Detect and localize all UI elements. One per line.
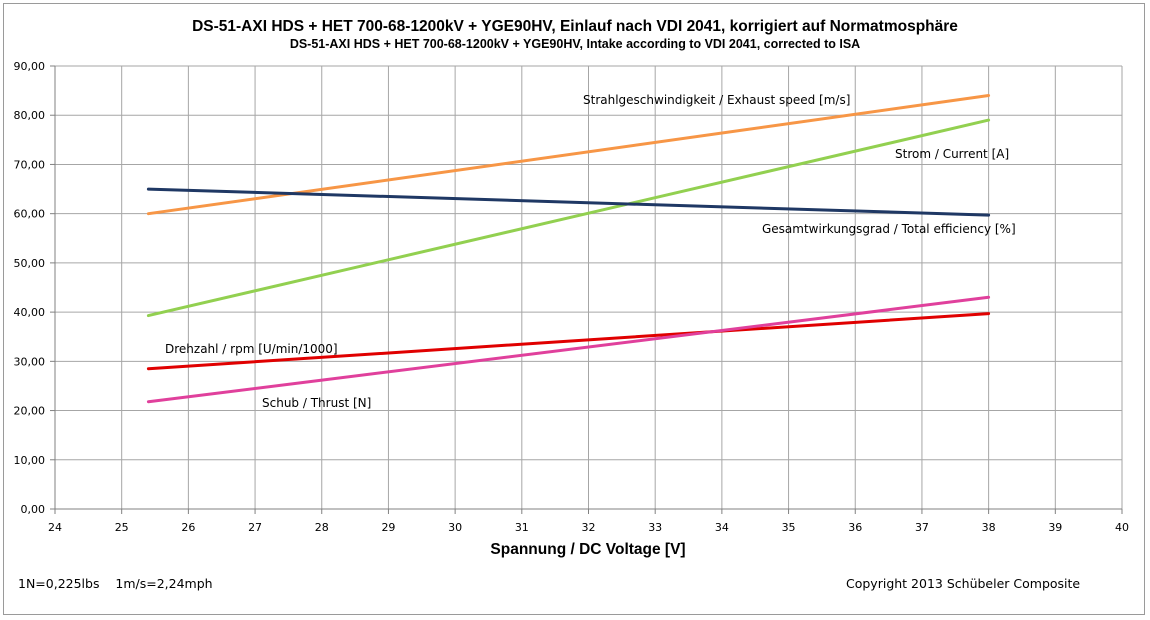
series-line-efficiency	[146, 187, 991, 217]
y-tick-label: 70,00	[14, 158, 46, 171]
series-label-rpm: Drehzahl / rpm [U/min/1000]	[165, 342, 338, 356]
y-tick-label: 80,00	[14, 109, 46, 122]
y-tick-label: 40,00	[14, 306, 46, 319]
x-tick-label: 34	[715, 521, 729, 534]
x-tick-label: 24	[48, 521, 62, 534]
y-tick-label: 0,00	[21, 503, 46, 516]
chart-title: DS-51-AXI HDS + HET 700-68-1200kV + YGE9…	[192, 18, 958, 35]
x-tick-label: 38	[982, 521, 996, 534]
x-tick-label: 39	[1048, 521, 1062, 534]
x-tick-label: 28	[315, 521, 329, 534]
y-tick-label: 10,00	[14, 454, 46, 467]
copyright-note: Copyright 2013 Schübeler Composite	[846, 576, 1080, 591]
x-tick-label: 25	[115, 521, 129, 534]
x-tick-label: 35	[782, 521, 796, 534]
series-line-rpm	[146, 312, 991, 371]
series-line-thrust	[146, 295, 991, 404]
x-tick-label: 37	[915, 521, 929, 534]
y-tick-label: 90,00	[14, 60, 46, 73]
x-tick-label: 32	[582, 521, 596, 534]
x-tick-label: 29	[381, 521, 395, 534]
series-line-current	[146, 118, 991, 318]
series-label-current: Strom / Current [A]	[895, 147, 1009, 161]
x-tick-label: 30	[448, 521, 462, 534]
x-tick-label: 33	[648, 521, 662, 534]
y-tick-label: 50,00	[14, 257, 46, 270]
chart-subtitle: DS-51-AXI HDS + HET 700-68-1200kV + YGE9…	[290, 37, 860, 51]
series-line-exhaust-speed	[146, 94, 991, 216]
x-tick-label: 36	[848, 521, 862, 534]
x-tick-label: 40	[1115, 521, 1129, 534]
x-axis-title: Spannung / DC Voltage [V]	[490, 541, 685, 558]
chart-frame	[3, 3, 1145, 615]
series-label-thrust: Schub / Thrust [N]	[262, 396, 371, 410]
y-tick-label: 20,00	[14, 405, 46, 418]
series-label-exhaust-speed: Strahlgeschwindigkeit / Exhaust speed [m…	[583, 93, 850, 107]
unit-conversion-note: 1N=0,225lbs 1m/s=2,24mph	[18, 576, 213, 591]
x-tick-label: 26	[181, 521, 195, 534]
y-tick-label: 60,00	[14, 208, 46, 221]
x-tick-label: 31	[515, 521, 529, 534]
series-label-efficiency: Gesamtwirkungsgrad / Total efficiency [%…	[762, 222, 1016, 236]
x-tick-label: 27	[248, 521, 262, 534]
y-tick-label: 30,00	[14, 355, 46, 368]
